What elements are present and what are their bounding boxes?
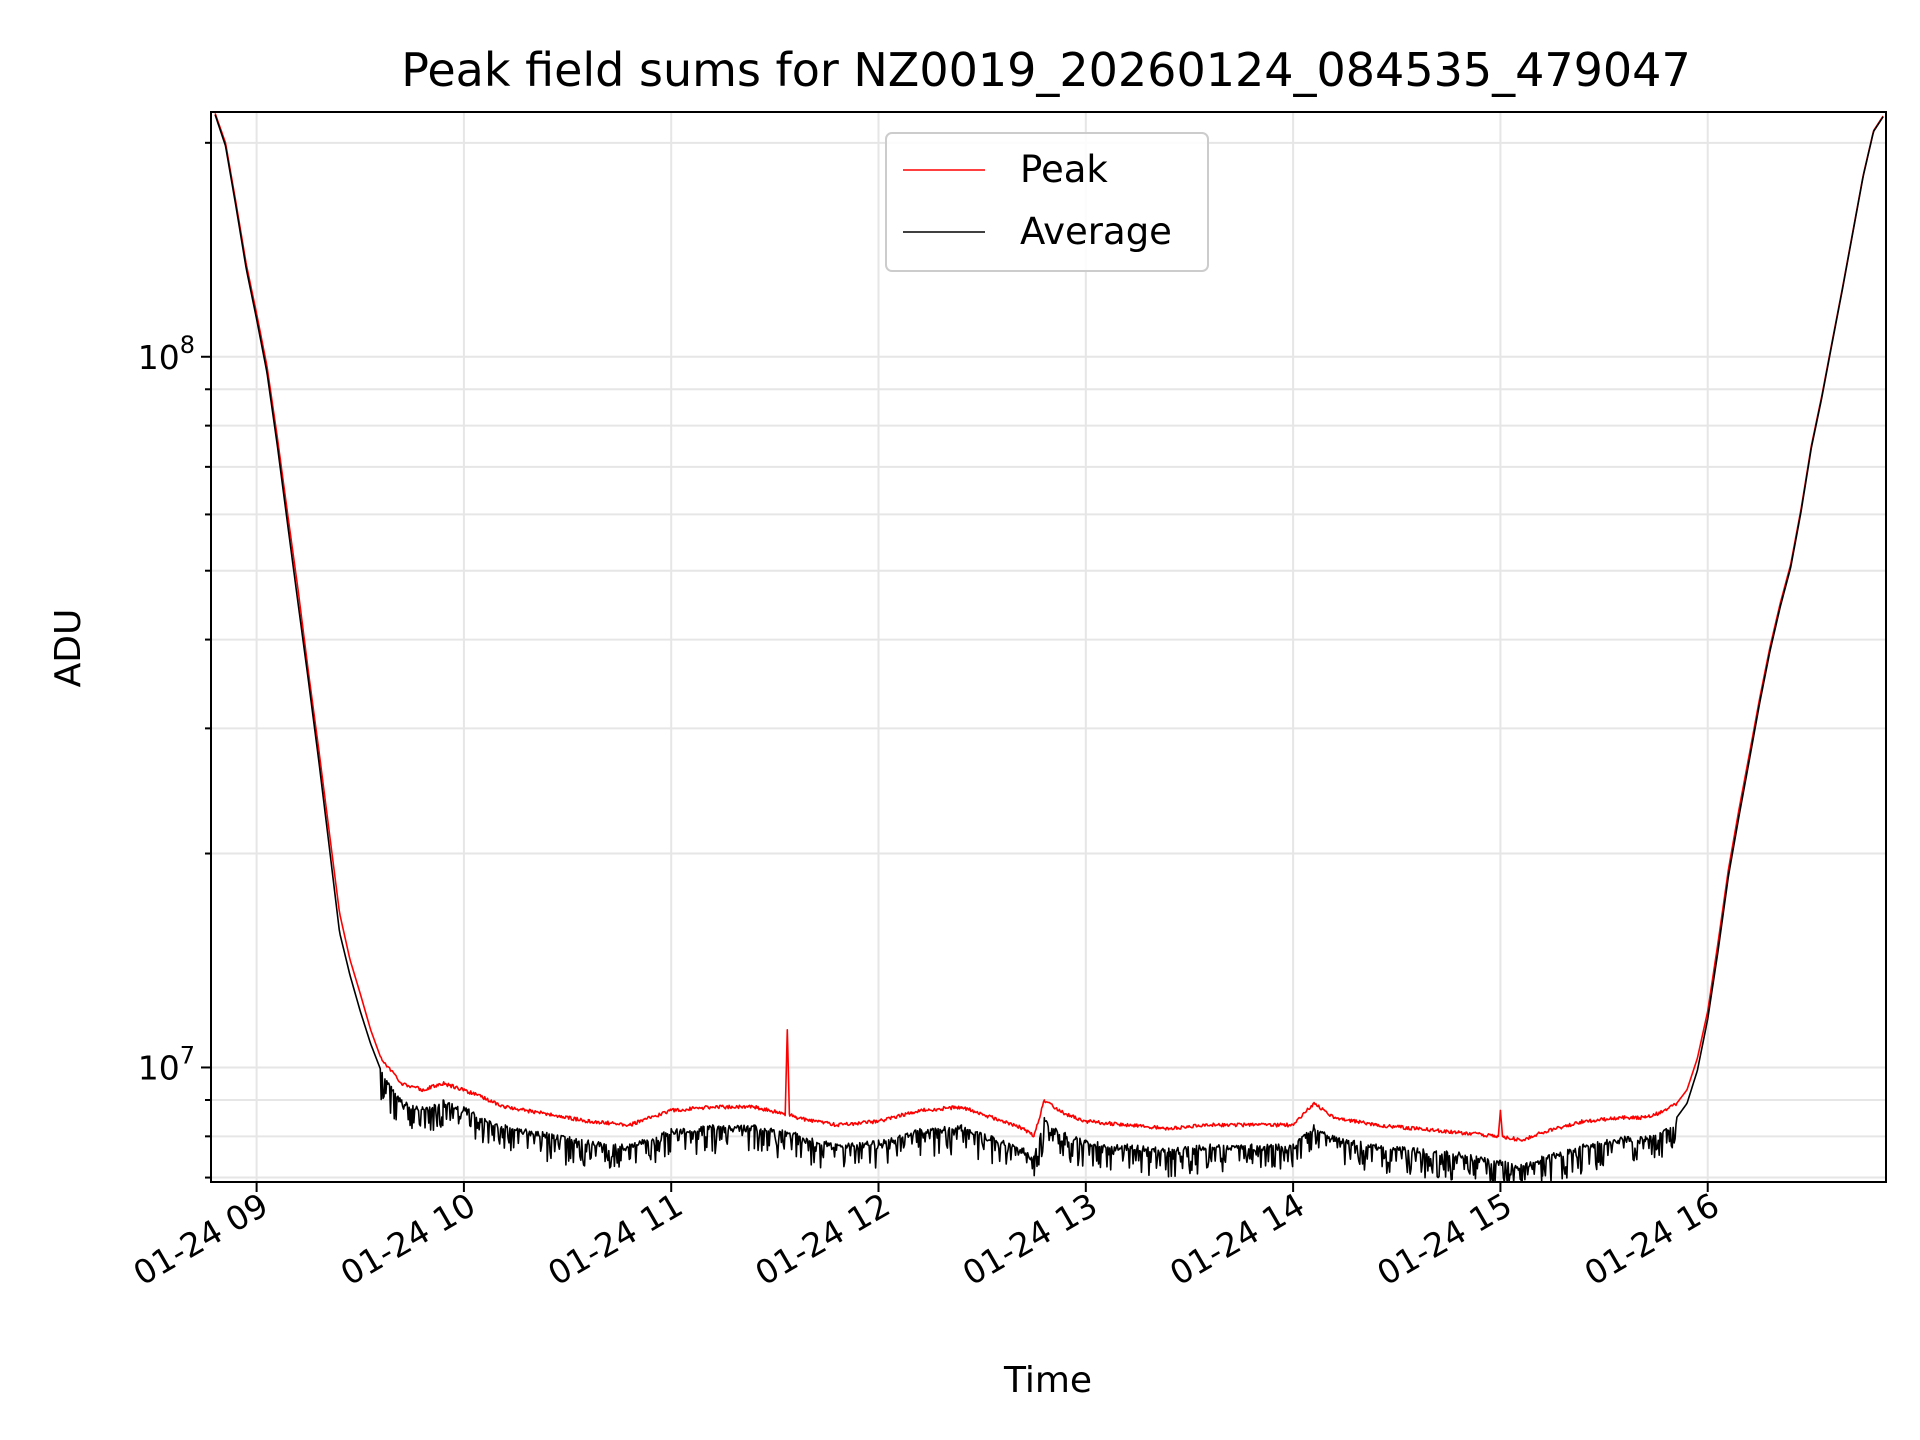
x-tick-label: 01-24 10: [334, 1185, 482, 1293]
y-axis-label: ADU: [48, 609, 89, 688]
series-line-peak: [214, 113, 1884, 1142]
chart-title: Peak field sums for NZ0019_20260124_0845…: [401, 43, 1690, 97]
legend-label-peak: Peak: [1020, 148, 1108, 191]
y-axis-ticks: 107 108: [138, 141, 211, 1179]
series-line-average: [214, 114, 1884, 1183]
x-axis-ticks: 01-24 09 01-24 10 01-24 11 01-24 12 01-24 13…: [127, 1182, 1726, 1293]
x-tick-label: 01-24 11: [541, 1185, 689, 1293]
legend-label-average: Average: [1020, 210, 1172, 253]
y-tick-label: 107: [138, 1041, 195, 1087]
x-tick-label: 01-24 16: [1578, 1185, 1726, 1293]
x-tick-label: 01-24 13: [956, 1185, 1104, 1293]
series-lines: [214, 113, 1884, 1183]
x-tick-label: 01-24 15: [1370, 1185, 1518, 1293]
x-tick-label: 01-24 12: [749, 1185, 897, 1293]
x-axis-label: Time: [1003, 1360, 1092, 1401]
y-tick-label: 108: [138, 331, 195, 377]
legend-box: [885, 132, 1209, 272]
grid-lines: [211, 112, 1886, 1182]
plot-frame: [210, 111, 1887, 1183]
legend: Peak Average: [885, 132, 1209, 272]
x-tick-label: 01-24 14: [1163, 1185, 1311, 1293]
x-tick-label: 01-24 09: [127, 1185, 275, 1293]
